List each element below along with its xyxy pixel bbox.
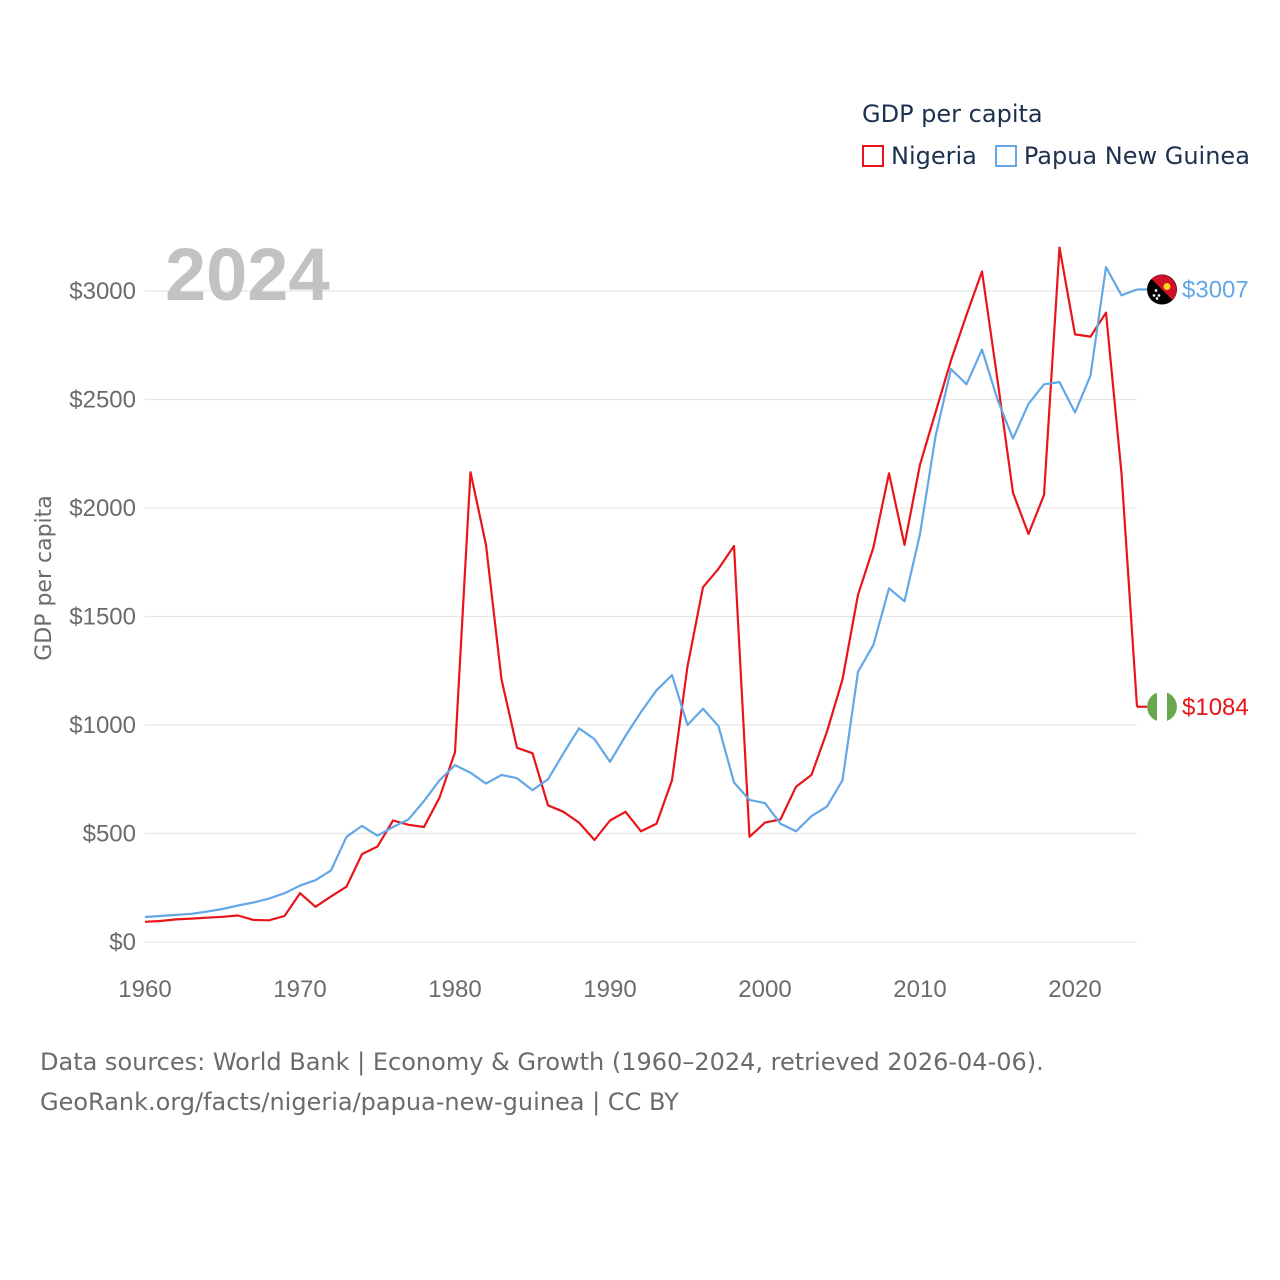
gridlines: [145, 290, 1137, 943]
legend-title: GDP per capita: [862, 100, 1043, 128]
series-lines: [144, 246, 1139, 923]
x-tick-label: 2000: [738, 976, 791, 1003]
y-tick-label: $1500: [69, 604, 136, 631]
y-tick-label: $3000: [69, 278, 136, 305]
end-markers: $1084 $3007: [1137, 274, 1249, 722]
x-tick-label: 2020: [1048, 976, 1101, 1003]
legend-item-papua-new-guinea[interactable]: Papua New Guinea: [994, 142, 1250, 170]
y-axis: $0 $500 $1000 $1500 $2000 $2500 $3000: [69, 278, 136, 956]
end-value-label-nigeria: $1084: [1182, 694, 1249, 721]
series-line-nigeria: [144, 246, 1139, 923]
y-tick-label: $2500: [69, 387, 136, 414]
flag-star: [1152, 294, 1156, 297]
y-tick-label: $500: [83, 821, 136, 848]
chart-title: 2024: [165, 233, 330, 316]
x-tick-label: 1990: [583, 976, 636, 1003]
y-tick-label: $2000: [69, 495, 136, 522]
x-tick-label: 1980: [428, 976, 481, 1003]
flag-bird: [1163, 282, 1171, 290]
legend-label-papua-new-guinea: Papua New Guinea: [1023, 142, 1250, 170]
flag-star: [1154, 289, 1158, 292]
end-value-label-papua-new-guinea: $3007: [1182, 276, 1249, 303]
sources-line-2: GeoRank.org/facts/nigeria/papua-new-guin…: [40, 1088, 679, 1116]
x-tick-label: 1960: [118, 976, 171, 1003]
y-axis-title: GDP per capita: [32, 495, 57, 661]
legend: Nigeria Papua New Guinea: [862, 142, 1268, 170]
papua-new-guinea-flag-icon: [1147, 274, 1177, 305]
data-sources: Data sources: World Bank | Economy & Gro…: [40, 1042, 1044, 1122]
nigeria-flag-icon: [1147, 691, 1177, 722]
y-tick-label: $1000: [69, 712, 136, 739]
y-tick-label: $0: [109, 929, 136, 956]
legend-swatch-nigeria: [862, 145, 884, 167]
flag-star: [1155, 297, 1159, 300]
sources-line-1: Data sources: World Bank | Economy & Gro…: [40, 1048, 1044, 1076]
series-line-papua-new-guinea: [144, 266, 1138, 919]
x-tick-label: 1970: [273, 976, 326, 1003]
flag-band: [1147, 692, 1157, 721]
flag-band: [1167, 692, 1177, 721]
legend-item-nigeria[interactable]: Nigeria: [862, 142, 977, 170]
x-axis: 1960 1970 1980 1990 2000 2010 2020: [118, 976, 1101, 1003]
flag-star: [1157, 294, 1161, 297]
legend-label-nigeria: Nigeria: [891, 142, 977, 170]
legend-swatch-papua-new-guinea: [994, 145, 1017, 167]
x-tick-label: 2010: [893, 976, 946, 1003]
